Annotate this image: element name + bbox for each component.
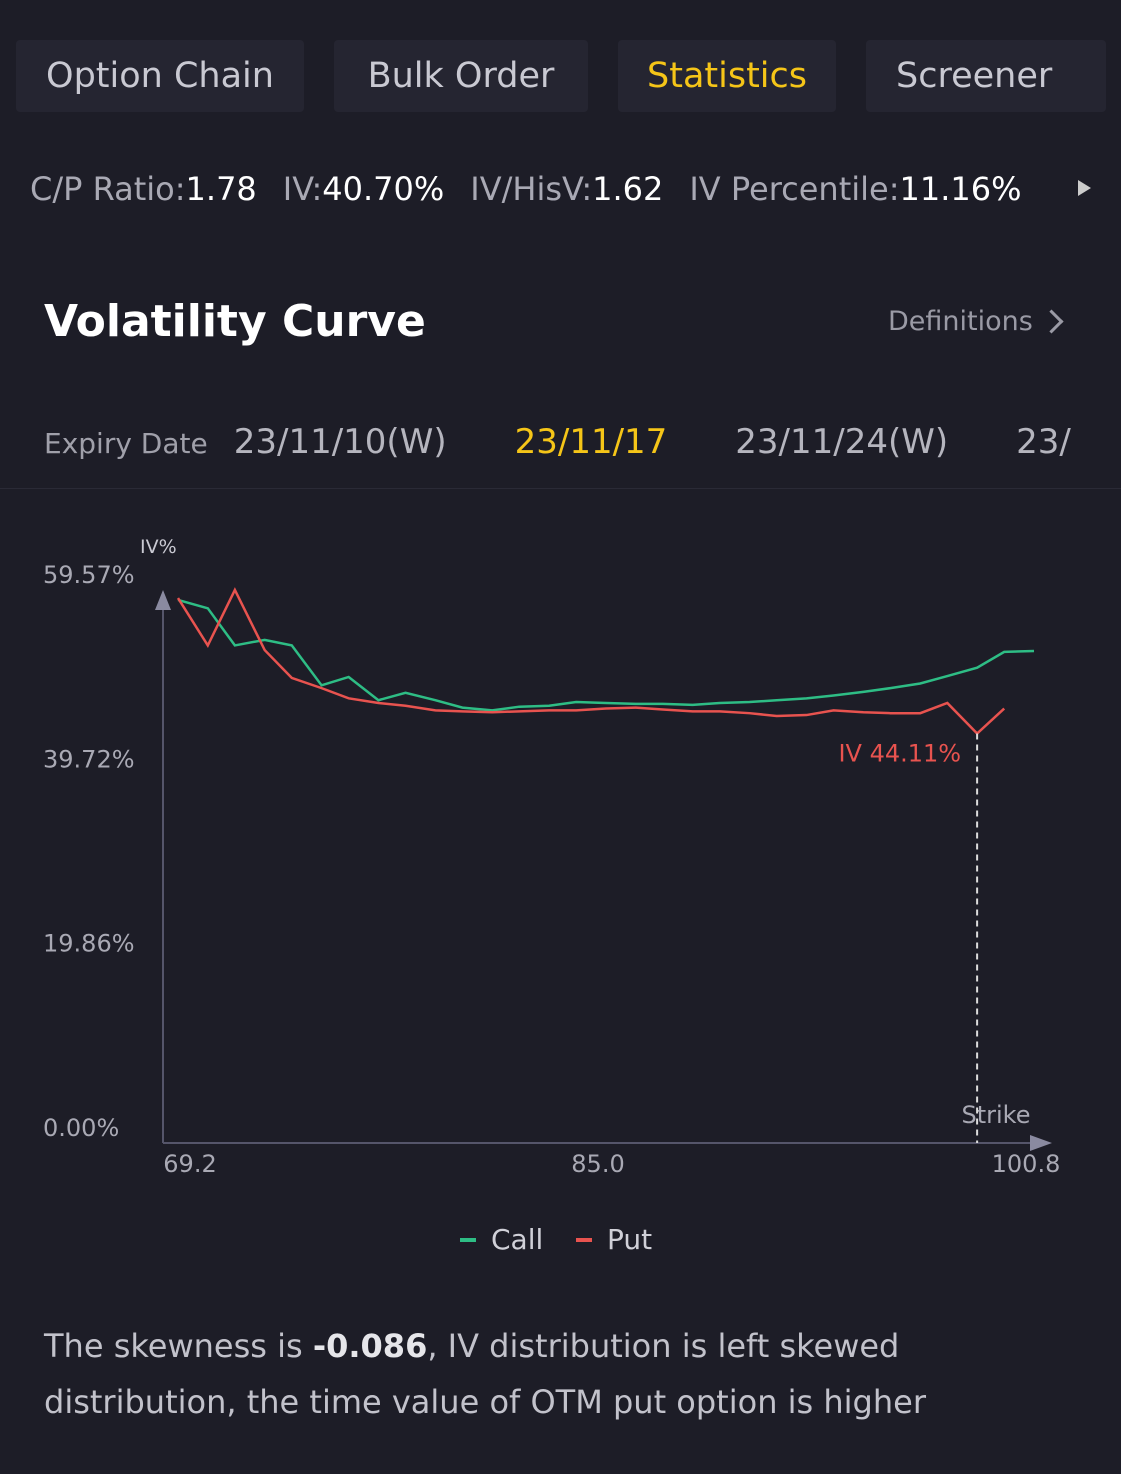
- stats-bar: C/P Ratio:1.78 IV:40.70% IV/HisV:1.62 IV Pe…: [30, 170, 1050, 208]
- stat-label: IV Percentile:: [689, 170, 900, 208]
- legend-label: Put: [607, 1223, 652, 1256]
- stat-label: C/P Ratio:: [30, 170, 186, 208]
- series-line: [176, 587, 1006, 736]
- y-tick-label: 0.00%: [43, 1114, 119, 1142]
- expiry-date[interactable]: 23/11/24(W): [735, 422, 949, 462]
- summary-text: , IV distribution is left skewed distrib…: [44, 1327, 926, 1421]
- stat-value: 11.16%: [899, 170, 1022, 208]
- section-title: Volatility Curve: [44, 296, 426, 347]
- x-tick-label: 100.8: [992, 1150, 1061, 1178]
- definitions-link[interactable]: Definitions: [888, 306, 1064, 337]
- y-axis-label: IV%: [140, 536, 177, 558]
- expiry-date-active[interactable]: 23/11/17: [514, 422, 668, 462]
- series-line: [177, 598, 1035, 712]
- chevron: [1039, 309, 1064, 334]
- summary-text: The skewness is: [44, 1327, 313, 1365]
- x-tick-label: 85.0: [571, 1150, 624, 1178]
- stat-label: IV/HisV:: [470, 170, 593, 208]
- summary: The skewness is -0.086, IV distribution …: [44, 1318, 1044, 1430]
- y-tick-label: 59.57%: [43, 561, 135, 589]
- x-axis-label: Strike: [962, 1101, 1031, 1129]
- link-text[interactable]: Definitions: [888, 306, 1033, 337]
- skewness-value: -0.086: [312, 1327, 428, 1365]
- stat-value: 1.78: [185, 170, 257, 208]
- expiry-date[interactable]: 23/: [1016, 422, 1071, 462]
- y-axis-arrow: [155, 590, 171, 610]
- y-tick-label: 39.72%: [43, 745, 135, 773]
- expiry-label: Expiry Date: [44, 427, 208, 460]
- scroll-arrow[interactable]: [1078, 180, 1091, 196]
- stat-value: 1.62: [592, 170, 664, 208]
- tab-active[interactable]: Statistics: [618, 40, 836, 112]
- legend-label: Call: [491, 1223, 543, 1256]
- tab[interactable]: Bulk Order: [334, 40, 588, 112]
- x-tick-label: 69.2: [163, 1150, 216, 1178]
- tab[interactable]: Screener: [866, 40, 1106, 112]
- chart: IV% Strike 0.00% 19.86% 39.72% 59.57% 69.2 85…: [43, 536, 1061, 1256]
- data-label: IV 44.11%: [838, 740, 961, 768]
- stat-label: IV:: [282, 170, 323, 208]
- stat-value: 40.70%: [322, 170, 445, 208]
- tab[interactable]: Option Chain: [16, 40, 304, 112]
- divider: [0, 488, 1121, 489]
- y-tick-label: 19.86%: [43, 930, 135, 958]
- expiry-date[interactable]: 23/11/10(W): [233, 422, 447, 462]
- expiry-row: Expiry Date 23/11/10(W) 23/11/17 23/11/24(W…: [44, 422, 1074, 462]
- x-axis-arrow: [1030, 1135, 1052, 1151]
